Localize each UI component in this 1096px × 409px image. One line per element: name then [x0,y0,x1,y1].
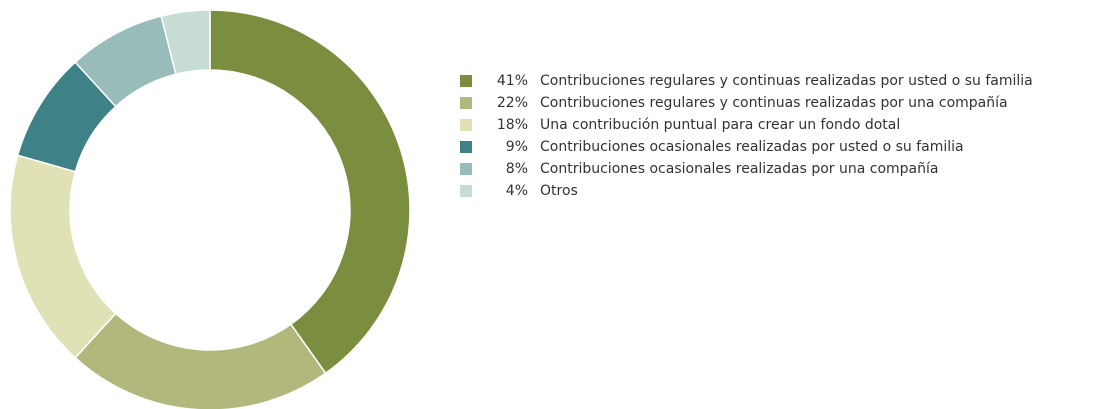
legend-swatch [460,163,472,175]
legend-label: Contribuciones regulares y continuas rea… [540,95,1008,111]
legend-swatch [460,119,472,131]
legend-swatch [460,141,472,153]
donut-slice [9,154,117,359]
legend-value: 22% [497,95,528,111]
legend-label: Otros [540,183,578,199]
donut-slice [209,9,411,375]
legend-swatch [460,185,472,197]
legend-label: Una contribución puntual para crear un f… [540,117,900,133]
legend-value: 41% [497,73,528,89]
legend-value: 4% [506,183,528,199]
legend-swatch [460,75,472,87]
legend-value: 8% [506,161,528,177]
legend-label: Contribuciones ocasionales realizadas po… [540,139,964,155]
donut-slice [160,9,211,76]
legend-label: Contribuciones ocasionales realizadas po… [540,161,938,177]
legend-swatch [460,97,472,109]
legend-value: 18% [497,117,528,133]
legend-value: 9% [506,139,528,155]
donut-slice [74,312,327,409]
legend-label: Contribuciones regulares y continuas rea… [540,73,1033,89]
